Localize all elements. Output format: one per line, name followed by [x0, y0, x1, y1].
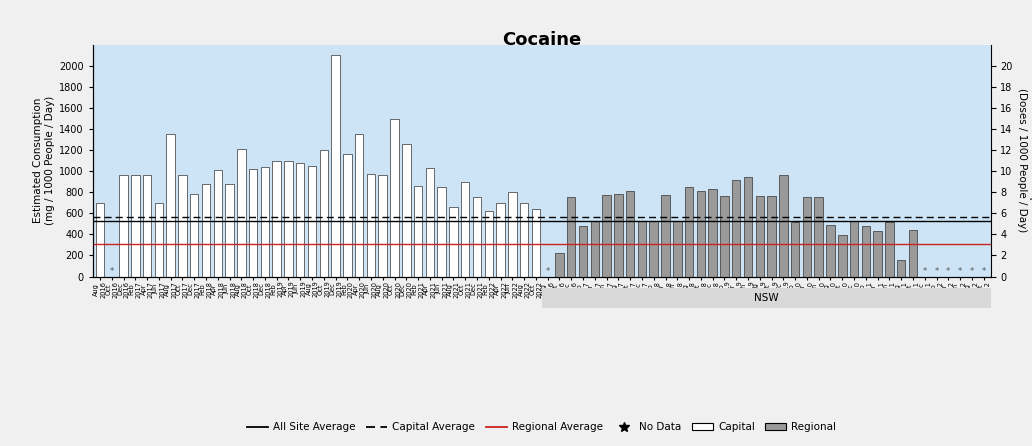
Legend: All Site Average, Capital Average, Regional Average, No Data, Capital, Regional: All Site Average, Capital Average, Regio…	[244, 418, 840, 436]
Bar	[190, 194, 198, 277]
Bar	[744, 178, 752, 277]
Text: *: *	[946, 267, 950, 276]
Bar	[131, 175, 139, 277]
Bar	[803, 198, 811, 277]
Bar	[603, 195, 611, 277]
Bar	[461, 182, 470, 277]
Bar	[614, 194, 622, 277]
Bar	[320, 150, 328, 277]
Bar	[673, 221, 681, 277]
Text: *: *	[923, 267, 927, 276]
Bar	[414, 186, 422, 277]
Bar	[284, 161, 293, 277]
Bar	[344, 154, 352, 277]
Bar	[308, 166, 316, 277]
Bar	[473, 198, 481, 277]
Bar	[249, 169, 257, 277]
Bar	[331, 55, 340, 277]
Bar	[685, 187, 694, 277]
Bar	[649, 221, 658, 277]
Text: *: *	[109, 267, 114, 276]
Y-axis label: Estimated Consumption
(Doses / 1000 People / Day): Estimated Consumption (Doses / 1000 Peop…	[1017, 88, 1032, 233]
Bar	[626, 191, 635, 277]
Bar	[261, 167, 269, 277]
Bar	[897, 260, 905, 277]
Bar	[449, 207, 457, 277]
Bar	[590, 221, 599, 277]
Text: NSW: NSW	[754, 293, 778, 303]
Bar	[814, 198, 823, 277]
Bar	[779, 175, 787, 277]
Bar	[179, 175, 187, 277]
Text: *: *	[546, 267, 550, 276]
Bar	[638, 221, 646, 277]
Text: Cocaine: Cocaine	[503, 31, 581, 49]
Bar	[531, 209, 540, 277]
Bar	[827, 225, 835, 277]
Bar	[425, 168, 434, 277]
Bar	[708, 189, 717, 277]
Bar	[355, 134, 363, 277]
Bar	[579, 226, 587, 277]
Text: *: *	[934, 267, 939, 276]
Bar	[96, 203, 104, 277]
Bar	[120, 175, 128, 277]
Bar	[885, 222, 894, 277]
Bar	[402, 144, 411, 277]
Bar	[662, 195, 670, 277]
Bar	[755, 196, 764, 277]
Bar	[791, 222, 800, 277]
Bar	[366, 174, 376, 277]
Bar	[237, 149, 246, 277]
Text: *: *	[981, 267, 986, 276]
Bar	[485, 211, 493, 277]
Bar	[567, 198, 576, 277]
Bar	[272, 161, 281, 277]
Bar	[520, 203, 528, 277]
Bar	[862, 226, 870, 277]
Bar	[909, 230, 917, 277]
Text: *: *	[970, 267, 974, 276]
Bar	[873, 231, 882, 277]
Bar	[296, 163, 304, 277]
Bar	[438, 187, 446, 277]
Bar	[768, 196, 776, 277]
Bar	[225, 184, 234, 277]
Bar	[720, 196, 729, 277]
Bar	[555, 253, 563, 277]
Y-axis label: Estimated Consumption
(mg / 1000 People / Day): Estimated Consumption (mg / 1000 People …	[33, 96, 55, 225]
Bar	[732, 180, 740, 277]
Bar	[379, 175, 387, 277]
Bar	[201, 184, 211, 277]
Bar	[838, 235, 846, 277]
Bar	[214, 170, 222, 277]
Bar	[166, 134, 174, 277]
Bar	[142, 175, 152, 277]
Text: *: *	[958, 267, 962, 276]
Bar	[508, 192, 517, 277]
Bar	[849, 221, 859, 277]
Bar	[697, 191, 705, 277]
Bar	[390, 120, 398, 277]
Bar	[496, 203, 505, 277]
Bar	[155, 203, 163, 277]
